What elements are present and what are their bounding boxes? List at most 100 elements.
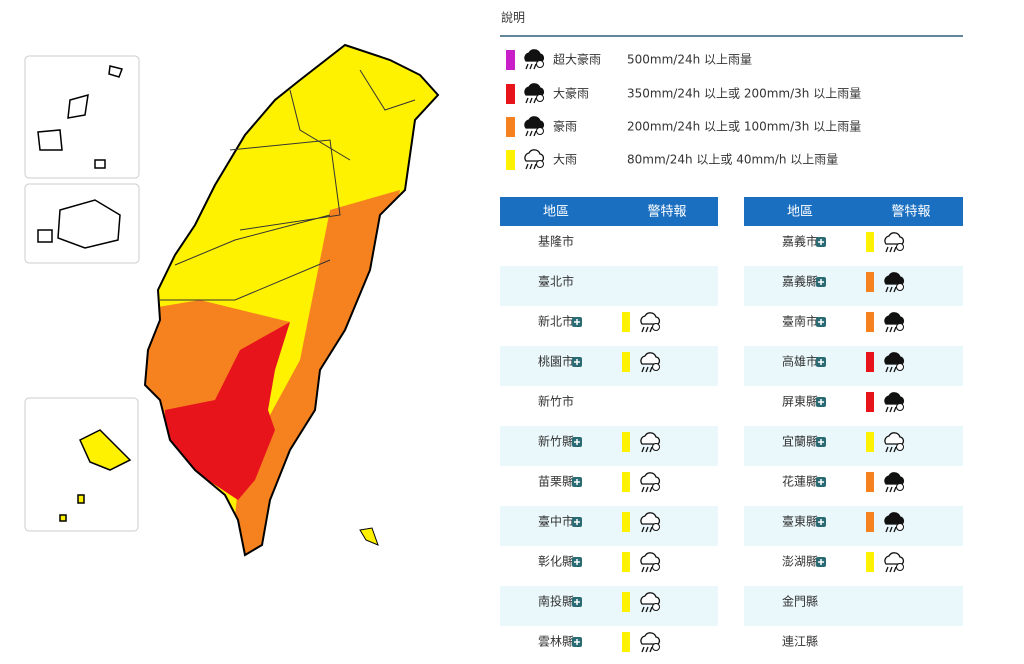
- badge: [896, 483, 904, 491]
- legend-desc: 200mm/24h 以上或 100mm/3h 以上雨量: [627, 120, 861, 134]
- plus-sign: [818, 319, 824, 325]
- rain-icon: [884, 472, 905, 493]
- area-name: 金門縣: [782, 594, 818, 609]
- rain: [525, 63, 537, 70]
- rain: [885, 406, 897, 413]
- rain-icon: [884, 552, 905, 573]
- legend-name: 大雨: [553, 153, 577, 167]
- rain-icon: [884, 432, 905, 453]
- rain-icon: [524, 116, 545, 137]
- area-name: 苗栗縣: [538, 475, 574, 489]
- legend-swatch: [506, 84, 515, 104]
- table-row: [744, 266, 963, 306]
- rain: [885, 286, 897, 293]
- warning-level: [866, 512, 874, 532]
- rain-icon: [884, 392, 905, 413]
- rain-icon: [640, 592, 661, 613]
- warning-level: [622, 632, 630, 652]
- cloud: [884, 312, 905, 325]
- legend-name: 豪雨: [553, 119, 577, 134]
- badge: [536, 60, 544, 68]
- rain: [885, 446, 897, 453]
- table-row: [500, 626, 718, 664]
- rain-icon: [884, 312, 905, 333]
- area-name: 新北市: [538, 314, 574, 329]
- table-row: [500, 426, 718, 466]
- plus-sign: [574, 599, 580, 605]
- header-cell: 警特報: [891, 204, 930, 220]
- cloud: [640, 432, 661, 445]
- cloud: [640, 552, 661, 565]
- warning-level: [866, 552, 874, 572]
- warning-level: [622, 592, 630, 612]
- legend-swatch: [506, 117, 515, 137]
- rain: [641, 446, 653, 453]
- table-row: [500, 586, 718, 626]
- area-name: 花蓮縣: [782, 474, 818, 489]
- badge: [652, 323, 660, 331]
- rain: [641, 646, 653, 653]
- rain: [641, 366, 653, 373]
- area-name: 澎湖縣: [782, 554, 818, 569]
- table-row: [744, 306, 963, 346]
- table-row: [744, 466, 963, 506]
- table-row: [500, 506, 718, 546]
- table-row: [744, 626, 963, 664]
- rain: [885, 486, 897, 493]
- table-header: [744, 197, 963, 226]
- rain: [525, 97, 537, 104]
- table-row: [500, 306, 718, 346]
- rain-icon: [884, 352, 905, 373]
- area-name: 新竹縣: [538, 434, 574, 449]
- warning-level: [866, 392, 874, 412]
- table-row: [500, 386, 718, 426]
- badge: [652, 363, 660, 371]
- area-name: 桃園市: [538, 354, 574, 369]
- plus-sign: [574, 559, 580, 565]
- cloud: [640, 512, 661, 525]
- table-row: [500, 226, 718, 266]
- area-name: 臺北市: [538, 274, 574, 289]
- header-cell: 地區: [787, 205, 813, 220]
- rain: [641, 606, 653, 613]
- warning-level: [866, 352, 874, 372]
- rain-icon: [640, 432, 661, 453]
- area-name: 臺中市: [538, 514, 574, 529]
- table-row: [744, 426, 963, 466]
- table-row: [500, 546, 718, 586]
- badge: [896, 403, 904, 411]
- plus-sign: [574, 479, 580, 485]
- rain: [525, 130, 537, 137]
- badge: [896, 523, 904, 531]
- badge: [896, 283, 904, 291]
- plus-sign: [818, 479, 824, 485]
- warning-level: [866, 432, 874, 452]
- warning-level: [866, 312, 874, 332]
- cloud: [640, 632, 661, 645]
- plus-sign: [818, 519, 824, 525]
- badge: [896, 563, 904, 571]
- cloud: [640, 352, 661, 365]
- area-name: 基隆市: [538, 234, 574, 249]
- legend-title: 說明: [501, 10, 525, 25]
- badge: [652, 443, 660, 451]
- legend-name: 超大豪雨: [553, 52, 601, 67]
- rain-icon: [884, 512, 905, 533]
- plus-sign: [818, 559, 824, 565]
- rain-icon: [524, 149, 545, 170]
- warning-level: [622, 552, 630, 572]
- rain: [641, 486, 653, 493]
- rain-icon: [524, 49, 545, 70]
- cloud: [884, 512, 905, 525]
- table-row: [744, 386, 963, 426]
- area-name: 嘉義市: [782, 234, 818, 249]
- badge: [896, 363, 904, 371]
- plus-sign: [818, 359, 824, 365]
- area-name: 宜蘭縣: [782, 434, 818, 449]
- area-name: 新竹市: [538, 394, 574, 409]
- badge: [896, 243, 904, 251]
- rain: [641, 566, 653, 573]
- cloud: [884, 552, 905, 565]
